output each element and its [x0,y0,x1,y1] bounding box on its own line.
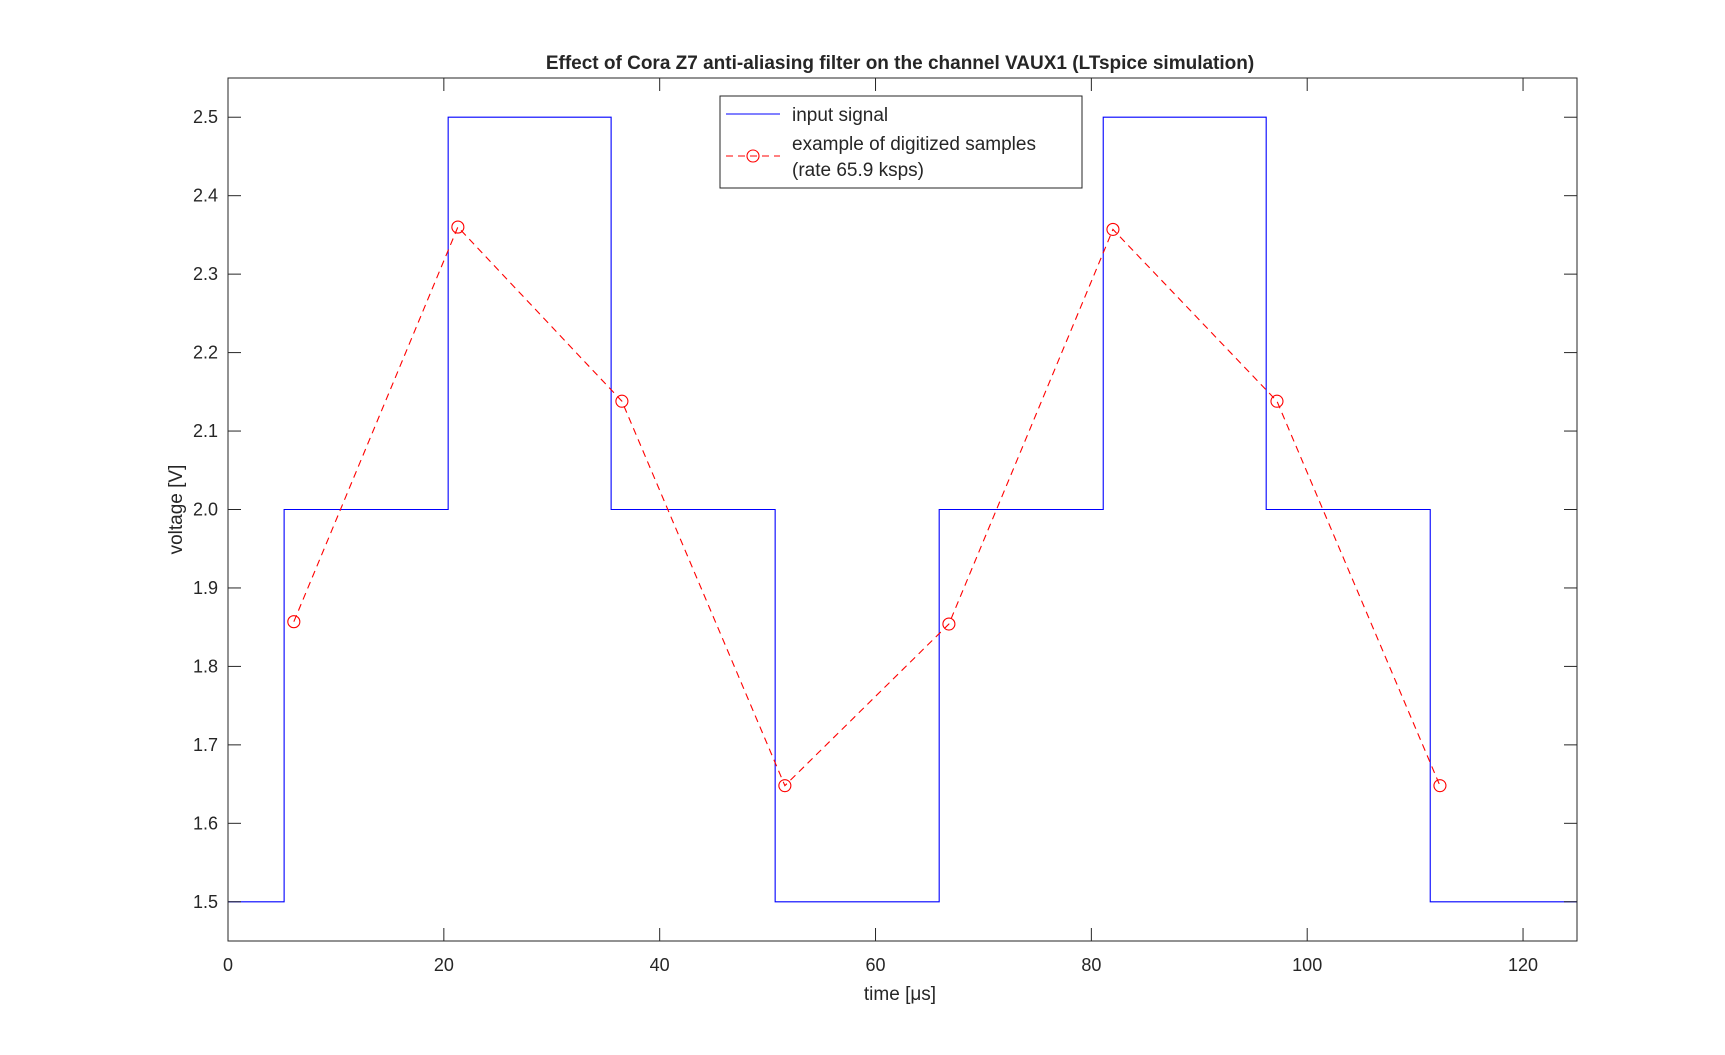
legend: input signal example of digitized samples… [719,95,1083,189]
y-tick-label: 2.0 [193,500,218,520]
x-tick-label: 120 [1508,955,1538,975]
y-tick-label: 2.5 [193,107,218,127]
ticks-layer: 0 20 40 60 80 100 120 1.5 1.6 1.7 1.8 1.9 2.0 2.1 2.2 2… [193,78,1577,975]
series-line-1 [228,116,1577,903]
legend-label-samples-line1: example of digitized samples [792,134,1036,155]
sample-point-marker [1106,222,1120,236]
sample-point-marker [942,617,956,631]
sample-point-marker [1270,394,1284,408]
sample-point-marker [615,394,629,408]
sample-point-marker [287,615,301,629]
y-tick-label: 1.7 [193,735,218,755]
legend-label-samples-line2: (rate 65.9 ksps) [792,160,924,181]
y-tick-label: 2.4 [193,186,218,206]
y-tick-label: 2.3 [193,264,218,284]
y-tick-label: 1.5 [193,892,218,912]
y-tick-label: 1.9 [193,578,218,598]
legend-label-input-signal: input signal [792,105,888,126]
x-tick-label: 60 [866,955,886,975]
y-tick-label: 2.1 [193,421,218,441]
legend-marker-samples [746,149,760,163]
series-layer [228,116,1577,903]
sample-point-marker [1433,779,1447,793]
x-tick-label: 0 [223,955,233,975]
x-tick-label: 80 [1081,955,1101,975]
chart-title: Effect of Cora Z7 anti-aliasing filter o… [546,53,1254,74]
y-tick-label: 1.6 [193,813,218,833]
y-tick-label: 1.8 [193,656,218,676]
y-axis-label: voltage [V] [166,465,187,555]
x-tick-label: 20 [434,955,454,975]
x-axis-label: time [μs] [864,984,936,1005]
sample-point-marker [778,779,792,793]
sample-point-marker [451,220,465,234]
x-tick-label: 100 [1292,955,1322,975]
y-tick-label: 2.2 [193,343,218,363]
legend-box [719,95,1083,189]
x-tick-label: 40 [650,955,670,975]
